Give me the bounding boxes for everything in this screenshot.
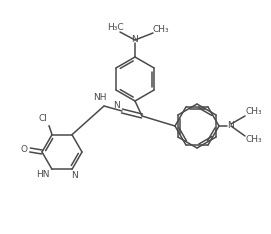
Text: N: N [132, 36, 138, 44]
Text: HN: HN [36, 170, 50, 179]
Text: N: N [114, 100, 120, 110]
Text: CH₃: CH₃ [246, 107, 262, 117]
Text: Cl: Cl [38, 114, 47, 123]
Text: N: N [228, 121, 234, 129]
Text: CH₃: CH₃ [246, 135, 262, 145]
Text: O: O [21, 146, 27, 154]
Text: NH: NH [93, 94, 107, 102]
Text: H₃C: H₃C [107, 23, 123, 33]
Text: N: N [71, 171, 78, 180]
Text: CH₃: CH₃ [153, 25, 169, 33]
